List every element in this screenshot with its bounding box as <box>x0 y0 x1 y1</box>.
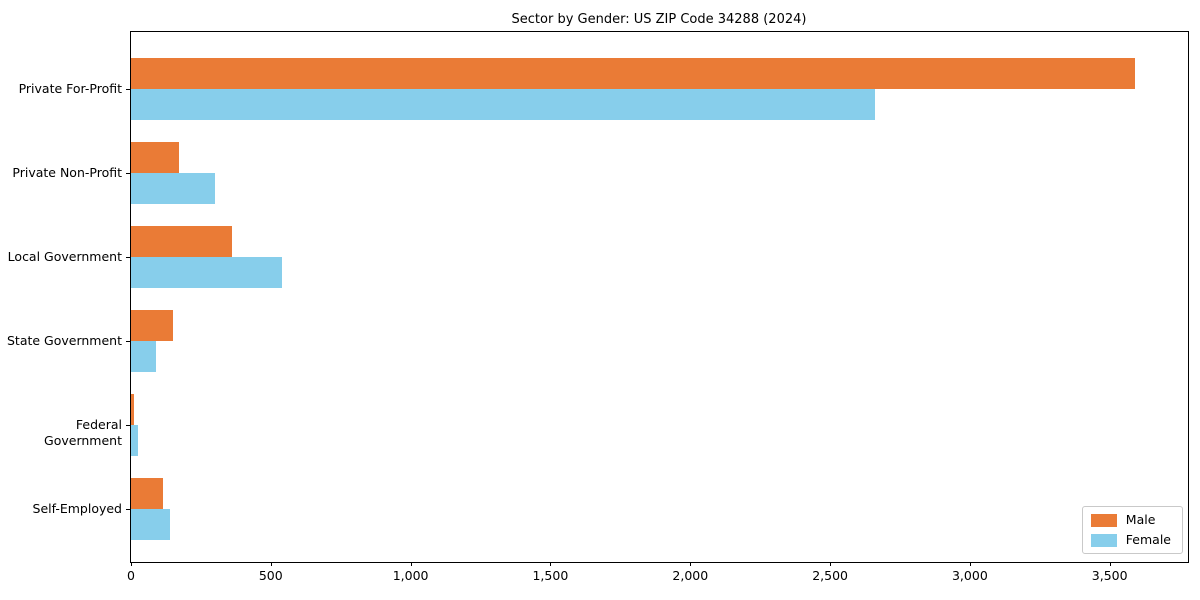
xtick-mark-500 <box>270 562 272 566</box>
ytick-mark-federal-government <box>126 425 130 426</box>
xtick-label-3500: 3,500 <box>1091 568 1128 583</box>
xtick-mark-2000 <box>690 562 692 566</box>
bar-female-private-non-profit <box>131 173 215 204</box>
legend-swatch-male <box>1090 513 1117 527</box>
ytick-label-federal-government: Federal Government <box>44 417 122 448</box>
bar-female-federal-government <box>131 425 138 456</box>
xtick-label-2500: 2,500 <box>812 568 848 583</box>
legend-entry-male: Male <box>1090 512 1171 527</box>
bar-male-self-employed <box>131 478 164 509</box>
xtick-label-3000: 3,000 <box>951 568 988 583</box>
bar-female-state-government <box>131 341 157 372</box>
bar-male-state-government <box>131 310 173 341</box>
ytick-label-local-government: Local Government <box>7 249 122 264</box>
xtick-mark-0 <box>131 562 132 566</box>
legend-entry-female: Female <box>1090 532 1171 547</box>
ytick-mark-local-government <box>126 257 130 258</box>
legend-label-female: Female <box>1125 532 1171 547</box>
chart-title: Sector by Gender: US ZIP Code 34288 (202… <box>511 12 807 27</box>
bar-male-private-non-profit <box>131 142 179 173</box>
xtick-label-1000: 1,000 <box>392 568 429 583</box>
ytick-mark-state-government <box>126 341 130 342</box>
xtick-mark-1000 <box>410 562 412 566</box>
bar-male-local-government <box>131 226 232 257</box>
xtick-label-2000: 2,000 <box>672 568 709 583</box>
bar-male-federal-government <box>131 394 135 425</box>
ytick-label-private-for-profit: Private For-Profit <box>18 81 122 96</box>
bar-female-private-for-profit <box>131 89 875 120</box>
xtick-mark-1500 <box>550 562 552 566</box>
bar-female-local-government <box>131 257 282 288</box>
xtick-mark-2500 <box>830 562 832 566</box>
xtick-label-1500: 1,500 <box>532 568 569 583</box>
xtick-label-500: 500 <box>258 568 283 583</box>
bar-female-self-employed <box>131 509 171 540</box>
bar-male-private-for-profit <box>131 58 1135 89</box>
xtick-mark-3500 <box>1109 562 1111 566</box>
legend-label-male: Male <box>1125 512 1156 527</box>
ytick-mark-private-non-profit <box>126 173 130 174</box>
ytick-mark-self-employed <box>126 509 130 510</box>
plot-area: Male Female <box>130 31 1189 563</box>
legend: Male Female <box>1081 506 1183 554</box>
xtick-mark-3000 <box>969 562 971 566</box>
ytick-label-state-government: State Government <box>6 333 122 348</box>
ytick-label-private-non-profit: Private Non-Profit <box>12 165 122 180</box>
xtick-label-0: 0 <box>127 568 135 583</box>
legend-swatch-female <box>1090 533 1117 547</box>
ytick-mark-private-for-profit <box>126 89 130 90</box>
ytick-label-self-employed: Self-Employed <box>32 501 122 516</box>
